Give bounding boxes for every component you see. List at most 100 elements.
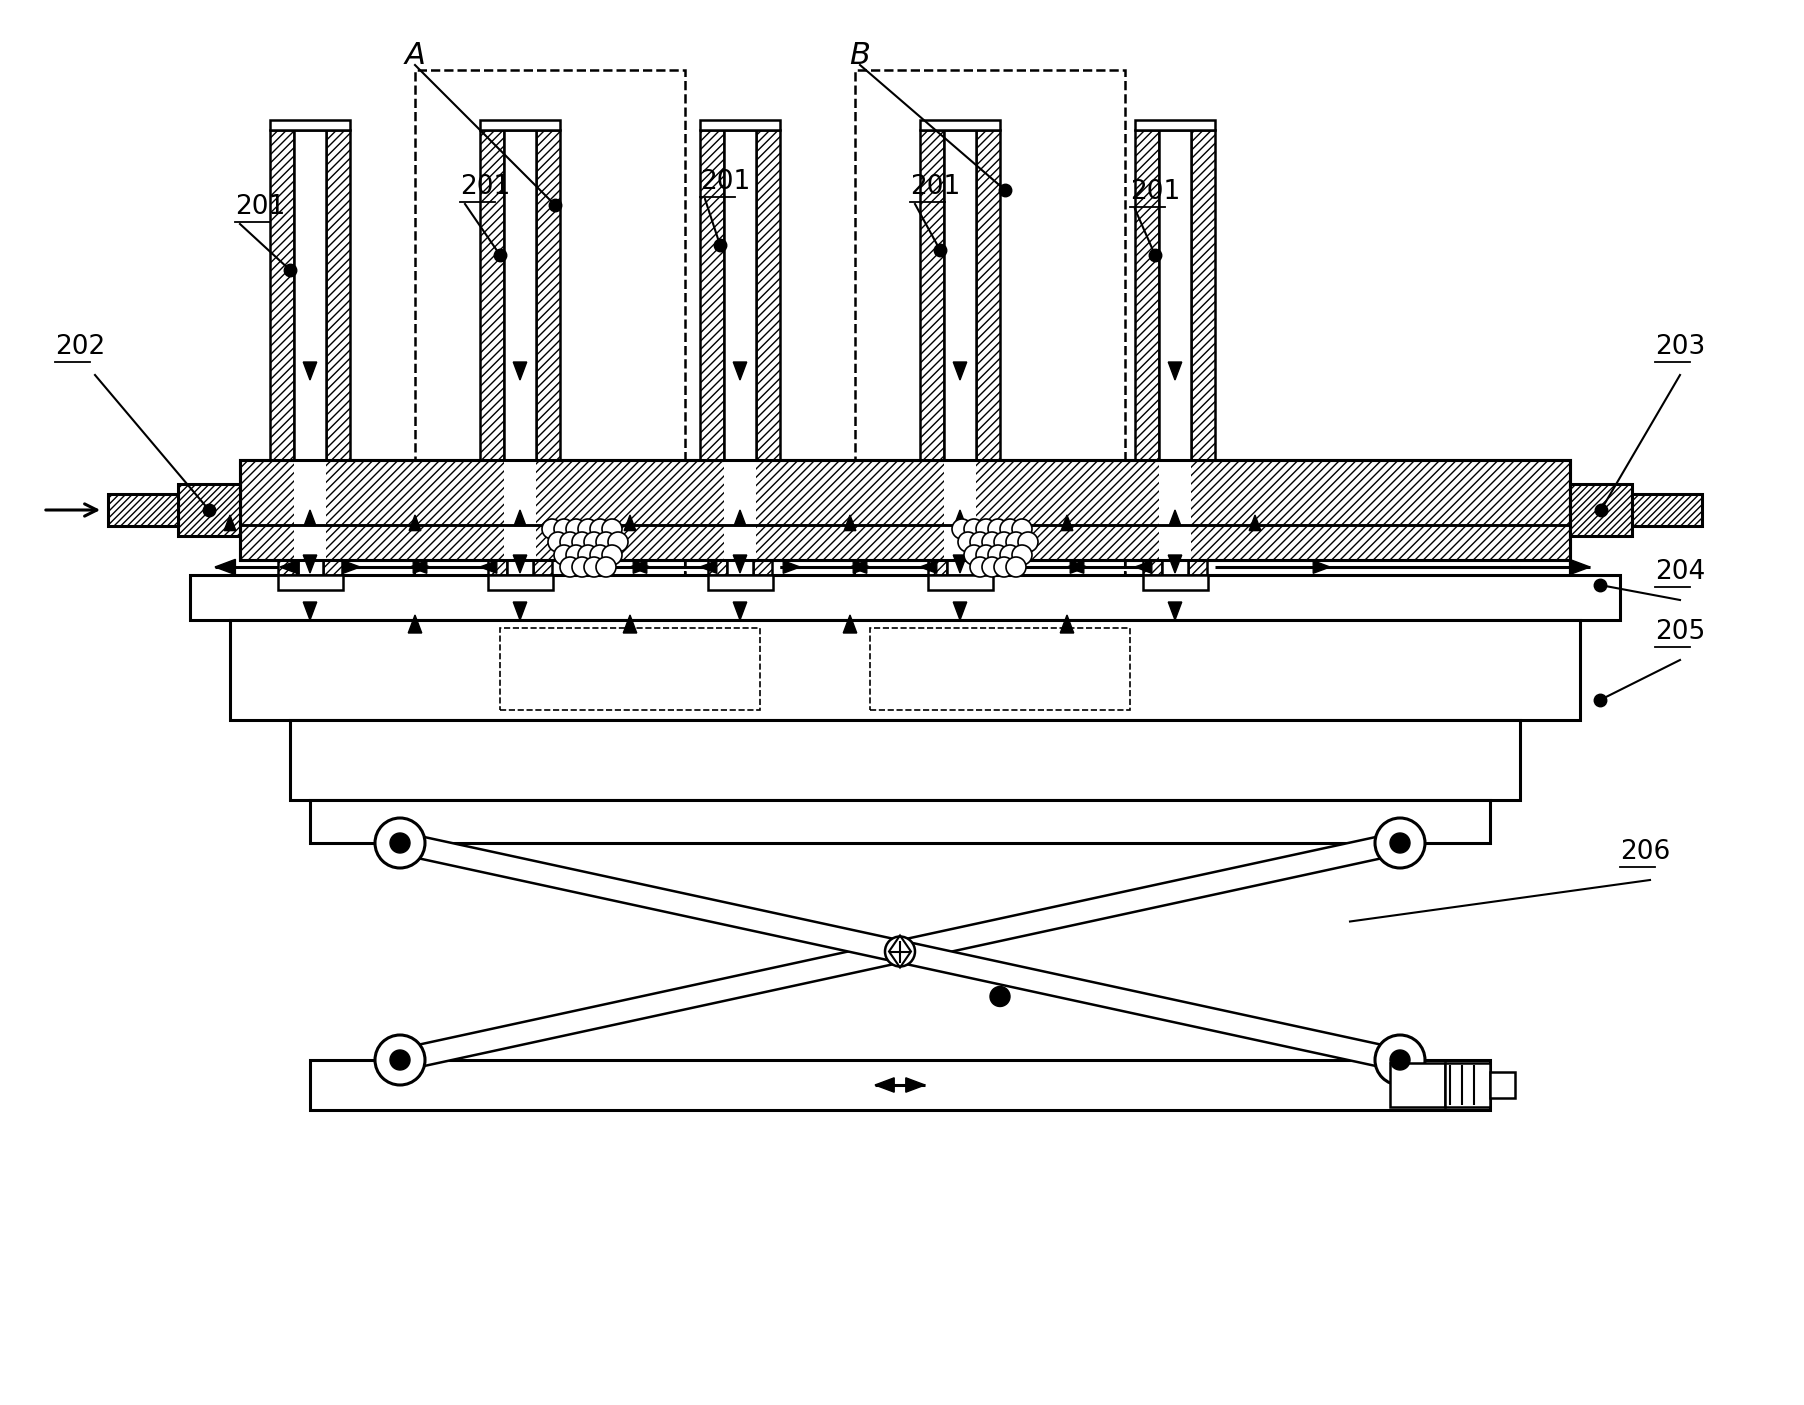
Polygon shape [303,362,318,379]
Circle shape [1391,833,1411,853]
Text: B: B [850,41,871,69]
Polygon shape [732,555,747,573]
Bar [1569,483,1633,535]
Bar [976,131,999,459]
Circle shape [958,532,978,552]
Polygon shape [783,561,799,573]
Bar [707,561,727,575]
Bar [947,561,972,575]
Polygon shape [633,561,649,573]
Bar [503,131,536,459]
Polygon shape [853,561,870,573]
Bar [855,70,1126,575]
Bar [290,719,1521,799]
Circle shape [886,937,915,967]
Text: 205: 205 [1654,620,1705,645]
Polygon shape [1061,516,1073,531]
Circle shape [603,518,622,540]
Bar [972,561,992,575]
Circle shape [566,518,586,540]
Polygon shape [630,561,648,573]
Bar [294,459,327,561]
Bar [503,459,536,561]
Polygon shape [1569,559,1589,575]
Circle shape [577,518,597,540]
Circle shape [390,1050,410,1071]
Bar [727,561,752,575]
Bar [1445,1064,1490,1107]
Bar [1158,459,1191,561]
Polygon shape [622,615,637,634]
Circle shape [548,532,568,552]
Bar [480,119,559,131]
Circle shape [1375,1035,1425,1085]
Circle shape [1017,532,1037,552]
Bar [1189,561,1207,575]
Polygon shape [1061,615,1073,634]
Bar [507,459,532,561]
Polygon shape [732,601,747,620]
Bar [189,575,1620,620]
Polygon shape [397,832,1402,1071]
Text: 204: 204 [1654,559,1705,584]
Bar [756,131,779,459]
Bar [1158,131,1191,459]
Bar [108,495,179,525]
Text: 206: 206 [1620,839,1671,865]
Circle shape [603,545,622,565]
Circle shape [999,545,1019,565]
Bar [415,70,686,575]
Polygon shape [563,561,581,573]
Circle shape [1012,518,1032,540]
Circle shape [981,556,1001,577]
Bar [240,459,1569,561]
Bar [700,119,779,131]
Polygon shape [1169,601,1182,620]
Polygon shape [875,1078,895,1092]
Text: 202: 202 [54,334,105,360]
Bar [1490,1072,1515,1099]
Circle shape [989,518,1008,540]
Polygon shape [215,559,235,575]
Polygon shape [1248,516,1261,531]
Polygon shape [906,1078,925,1092]
Text: 201: 201 [235,194,285,221]
Polygon shape [280,559,299,575]
Circle shape [989,545,1008,565]
Bar [727,459,752,561]
Text: 201: 201 [909,174,960,200]
Bar [1191,131,1216,459]
Bar [700,131,723,459]
Bar [943,131,976,459]
Circle shape [1012,545,1032,565]
Polygon shape [732,362,747,379]
Circle shape [1391,1050,1411,1071]
Circle shape [994,556,1014,577]
Bar [870,628,1129,710]
Bar [298,561,323,575]
Polygon shape [305,510,316,525]
Polygon shape [408,615,422,634]
Circle shape [541,518,563,540]
Polygon shape [844,516,855,531]
Text: 201: 201 [700,169,750,195]
Bar [298,459,323,561]
Bar [1135,119,1216,131]
Circle shape [976,545,996,565]
Bar [507,561,532,575]
Polygon shape [343,561,361,573]
Bar [310,1059,1490,1110]
Polygon shape [410,516,420,531]
Bar [489,561,507,575]
Circle shape [590,518,610,540]
Circle shape [963,518,983,540]
Polygon shape [1169,362,1182,379]
Circle shape [1007,532,1026,552]
Circle shape [595,532,615,552]
Bar [480,131,503,459]
Circle shape [390,833,410,853]
Circle shape [976,518,996,540]
Circle shape [971,556,990,577]
Bar [723,131,756,459]
Bar [947,459,972,561]
